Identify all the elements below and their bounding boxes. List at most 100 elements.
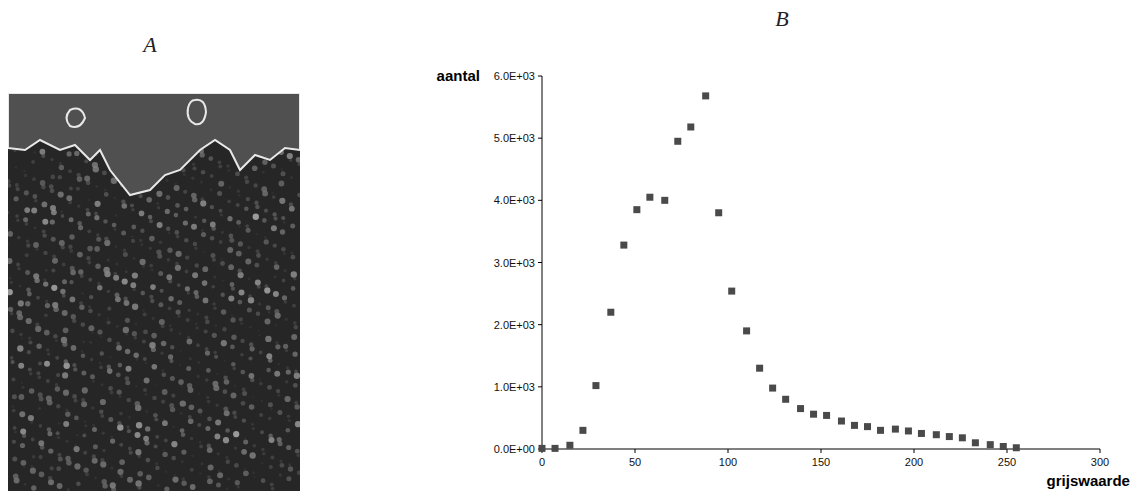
speckle (79, 305, 84, 310)
speckle (273, 217, 277, 221)
speckle (133, 288, 136, 291)
speckle (290, 176, 293, 179)
speckle (12, 394, 17, 399)
speckle (277, 437, 282, 442)
speckle (47, 352, 50, 355)
speckle (161, 341, 167, 347)
speckle (70, 297, 76, 303)
point (918, 430, 925, 437)
speckle (195, 263, 199, 267)
point (539, 445, 546, 452)
speckle (38, 407, 41, 410)
speckle (261, 448, 265, 452)
speckle (157, 222, 163, 228)
speckle (248, 297, 254, 303)
speckle (234, 384, 237, 387)
speckle (108, 417, 113, 422)
speckle (17, 236, 21, 240)
speckle (200, 414, 202, 416)
speckle (171, 456, 176, 461)
speckle (274, 371, 280, 377)
speckle (14, 196, 19, 201)
speckle (205, 378, 209, 382)
speckle (124, 300, 130, 306)
speckle (122, 203, 128, 209)
speckle (208, 156, 213, 161)
speckle (100, 335, 103, 338)
tick-label: 150 (812, 456, 830, 468)
speckle (270, 455, 274, 459)
speckle (181, 481, 186, 486)
panel-label: A (141, 32, 157, 57)
axis-title: grijswaarde (1047, 472, 1130, 489)
speckle (235, 480, 240, 485)
speckle (63, 421, 69, 427)
speckle (188, 415, 192, 419)
speckle (241, 401, 246, 406)
speckle (218, 160, 222, 164)
speckle (104, 189, 107, 192)
speckle (139, 239, 142, 242)
speckle (165, 209, 170, 214)
speckle (256, 249, 260, 253)
speckle (108, 386, 113, 391)
speckle (132, 331, 137, 336)
speckle (284, 269, 287, 272)
speckle (207, 444, 212, 449)
speckle (287, 153, 293, 159)
speckle (249, 326, 252, 329)
speckle (258, 302, 261, 305)
speckle (216, 373, 218, 375)
speckle (119, 459, 125, 465)
speckle (31, 438, 35, 442)
speckle (17, 345, 23, 351)
speckle (255, 205, 260, 210)
speckle (245, 224, 249, 228)
axis-title: aantal (437, 67, 480, 84)
speckle (262, 160, 267, 165)
speckle (207, 447, 213, 453)
speckle (31, 160, 35, 164)
tick (538, 76, 542, 77)
speckle (12, 440, 16, 444)
speckle (205, 347, 209, 351)
speckle (291, 255, 296, 260)
speckle (238, 194, 241, 197)
speckle (242, 387, 246, 391)
speckle (66, 440, 69, 443)
region-outline (188, 100, 206, 125)
speckle (223, 376, 228, 381)
point (620, 242, 627, 249)
speckle (72, 363, 76, 367)
speckle (76, 187, 80, 191)
speckle (125, 349, 130, 354)
speckle (44, 361, 50, 367)
speckle (201, 462, 204, 465)
speckle (235, 172, 240, 177)
speckle (279, 198, 285, 204)
speckle (92, 427, 97, 432)
speckle (243, 440, 248, 445)
speckle (114, 214, 117, 217)
speckle (32, 455, 36, 459)
speckle (72, 394, 77, 399)
speckle (144, 393, 147, 396)
speckle (259, 413, 263, 417)
speckle (62, 279, 67, 284)
speckle (149, 247, 152, 250)
speckle (195, 326, 198, 329)
speckle (52, 258, 58, 264)
speckle (281, 216, 285, 220)
speckle (202, 219, 206, 223)
speckle (86, 208, 90, 212)
speckle (268, 417, 272, 421)
speckle (141, 291, 146, 296)
speckle (169, 359, 173, 363)
speckle (247, 246, 250, 249)
speckle (175, 230, 180, 235)
speckle (253, 444, 257, 448)
speckle (81, 371, 86, 376)
speckle (40, 149, 46, 155)
speckle (259, 334, 262, 337)
region-outline (8, 93, 300, 195)
